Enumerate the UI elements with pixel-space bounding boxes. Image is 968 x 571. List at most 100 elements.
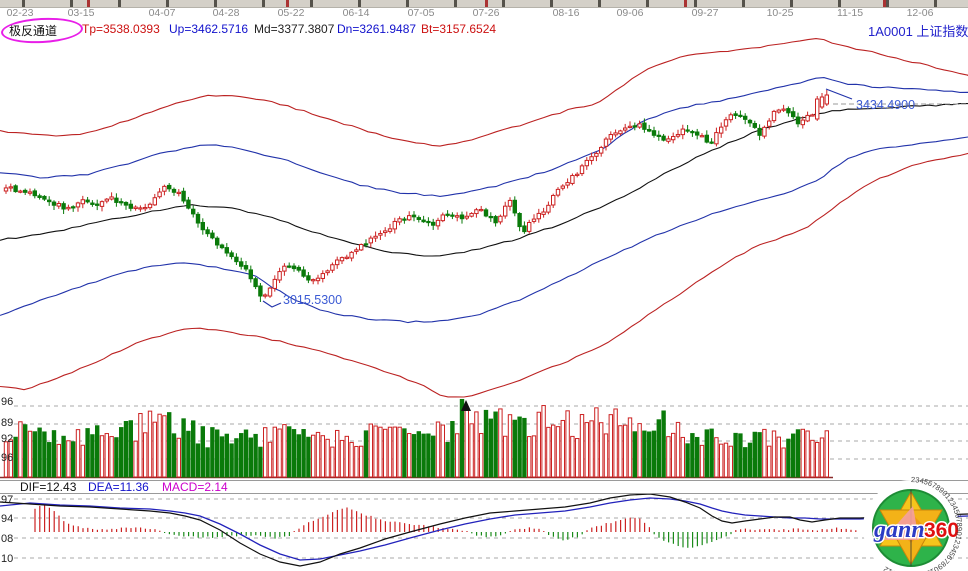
candle-body[interactable]	[661, 135, 666, 141]
candle-body[interactable]	[171, 188, 177, 193]
candle-body[interactable]	[219, 244, 225, 249]
candle-body[interactable]	[229, 252, 234, 258]
candle-body[interactable]	[440, 214, 446, 222]
candle-body[interactable]	[594, 152, 599, 157]
volume-bar[interactable]	[459, 398, 465, 478]
volume-bar[interactable]	[416, 431, 422, 478]
candle-body[interactable]	[325, 270, 330, 274]
candle-body[interactable]	[747, 119, 753, 124]
candle-body[interactable]	[61, 203, 66, 210]
volume-bar[interactable]	[623, 424, 628, 478]
volume-bar[interactable]	[186, 430, 191, 478]
candle-body[interactable]	[522, 225, 527, 233]
volume-bar[interactable]	[119, 427, 124, 478]
candle-body[interactable]	[541, 211, 546, 215]
volume-bar[interactable]	[503, 435, 508, 478]
volume-bar[interactable]	[805, 430, 810, 478]
candle-body[interactable]	[143, 207, 148, 210]
candle-body[interactable]	[287, 265, 292, 268]
volume-bar[interactable]	[335, 429, 340, 478]
candle-body[interactable]	[579, 165, 585, 175]
candle-body[interactable]	[349, 251, 354, 259]
volume-bar[interactable]	[339, 439, 345, 478]
candle-body[interactable]	[267, 287, 273, 297]
volume-bar[interactable]	[37, 427, 42, 478]
volume-bar[interactable]	[66, 440, 71, 478]
candle-body[interactable]	[243, 265, 249, 270]
candle-body[interactable]	[296, 266, 302, 271]
volume-bar[interactable]	[167, 412, 172, 478]
candle-body[interactable]	[781, 108, 786, 111]
candle-body[interactable]	[618, 130, 623, 135]
candle-body[interactable]	[546, 204, 551, 213]
candle-body[interactable]	[416, 217, 422, 220]
volume-bar[interactable]	[383, 428, 388, 478]
volume-bar[interactable]	[723, 442, 729, 478]
candle-body[interactable]	[680, 128, 685, 136]
volume-bar[interactable]	[824, 430, 829, 478]
volume-bar[interactable]	[651, 430, 657, 478]
candle-body[interactable]	[479, 208, 484, 212]
volume-bar[interactable]	[599, 422, 604, 478]
volume-bar[interactable]	[205, 447, 210, 478]
candle-body[interactable]	[608, 134, 613, 140]
candle-body[interactable]	[181, 190, 186, 202]
volume-bar[interactable]	[531, 435, 537, 478]
candle-body[interactable]	[99, 201, 105, 207]
volume-bar[interactable]	[642, 430, 647, 478]
candle-body[interactable]	[138, 207, 143, 210]
candle-body[interactable]	[205, 229, 210, 235]
volume-bar[interactable]	[795, 429, 801, 478]
volume-bar[interactable]	[325, 438, 330, 478]
candle-body[interactable]	[195, 213, 201, 224]
candle-body[interactable]	[805, 114, 810, 122]
volume-bar[interactable]	[627, 417, 633, 478]
volume-bar[interactable]	[469, 423, 474, 478]
volume-bar[interactable]	[565, 410, 570, 478]
volume-bar[interactable]	[330, 446, 335, 478]
candle-body[interactable]	[675, 133, 681, 137]
candle-body[interactable]	[248, 269, 254, 280]
candle-body[interactable]	[263, 294, 268, 297]
candle-body[interactable]	[335, 259, 340, 266]
volume-bar[interactable]	[32, 431, 37, 478]
candle-body[interactable]	[651, 130, 657, 136]
volume-bar[interactable]	[819, 437, 825, 478]
volume-bar[interactable]	[570, 435, 575, 478]
volume-bar[interactable]	[709, 428, 714, 478]
candle-body[interactable]	[719, 126, 724, 134]
candle-body[interactable]	[699, 135, 705, 138]
candle-body[interactable]	[642, 122, 647, 130]
volume-bar[interactable]	[363, 430, 369, 478]
volume-bar[interactable]	[527, 436, 532, 478]
volume-bar[interactable]	[757, 432, 762, 478]
volume-bar[interactable]	[176, 437, 182, 478]
volume-bar[interactable]	[767, 445, 772, 478]
candle-body[interactable]	[431, 221, 436, 226]
volume-bar[interactable]	[378, 426, 383, 478]
candle-body[interactable]	[402, 218, 407, 221]
candle-body[interactable]	[632, 125, 637, 128]
candle-body[interactable]	[306, 275, 311, 281]
candle-body[interactable]	[589, 156, 594, 161]
candle-body[interactable]	[239, 261, 244, 267]
candle-body[interactable]	[666, 138, 671, 142]
volume-bar[interactable]	[229, 443, 234, 478]
volume-bar[interactable]	[224, 433, 230, 478]
volume-bar[interactable]	[426, 433, 431, 478]
volume-bar[interactable]	[719, 443, 724, 478]
volume-bar[interactable]	[690, 433, 695, 478]
volume-bar[interactable]	[440, 424, 446, 478]
volume-bar[interactable]	[450, 421, 455, 478]
candle-body[interactable]	[18, 190, 23, 193]
candle-body[interactable]	[133, 206, 138, 210]
volume-bar[interactable]	[215, 429, 220, 478]
volume-bar[interactable]	[589, 420, 594, 478]
volume-bar[interactable]	[267, 441, 273, 478]
candle-body[interactable]	[474, 209, 479, 215]
volume-bar[interactable]	[791, 433, 796, 478]
volume-bar[interactable]	[311, 434, 316, 478]
volume-bar[interactable]	[551, 424, 556, 478]
volume-bar[interactable]	[733, 432, 738, 478]
